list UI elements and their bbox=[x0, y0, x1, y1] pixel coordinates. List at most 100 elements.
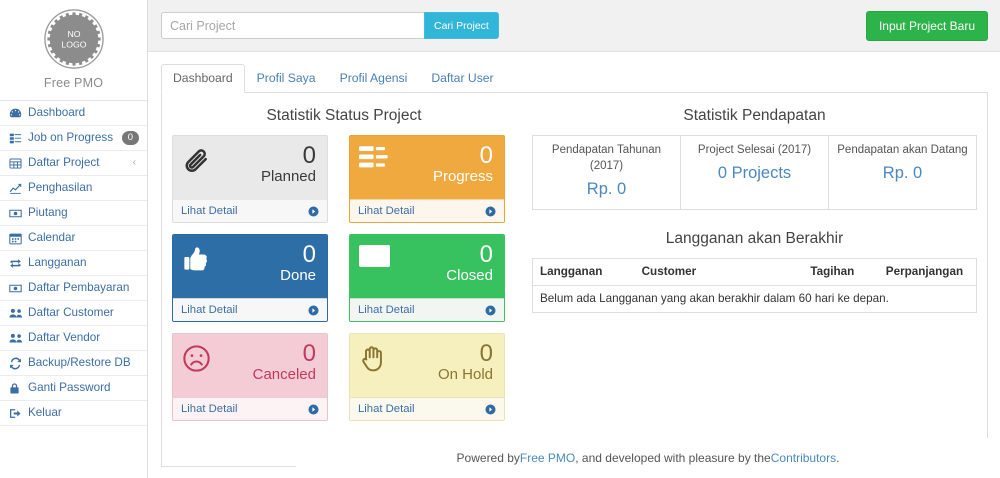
table-row: Belum ada Langganan yang akan berakhir d… bbox=[533, 286, 977, 313]
sidebar-item-daftar-pembayaran[interactable]: Daftar Pembayaran bbox=[0, 276, 147, 301]
sidebar-item-calendar[interactable]: Calendar bbox=[0, 226, 147, 251]
status-card-progress[interactable]: 0 Progress Lihat Detail bbox=[349, 135, 505, 223]
sidebar-link[interactable]: Ganti Password bbox=[0, 376, 147, 400]
logo-line1-text: NO bbox=[67, 29, 80, 39]
table-icon bbox=[9, 157, 24, 170]
status-card-body: 1 0 Closed bbox=[350, 235, 504, 298]
income-cell: Project Selesai (2017) 0 Projects bbox=[680, 135, 829, 210]
status-card-planned[interactable]: 0 Planned Lihat Detail bbox=[172, 135, 328, 223]
project-stats-title: Statistik Status Project bbox=[266, 107, 422, 124]
sidebar-link[interactable]: Daftar Project ‹ bbox=[0, 151, 147, 175]
tab-link[interactable]: Profil Agensi bbox=[339, 71, 408, 85]
status-card-count: 0 bbox=[302, 241, 316, 268]
sidebar-item-label: Job on Progress bbox=[28, 130, 114, 144]
status-card-body: 0 Progress bbox=[350, 136, 504, 199]
sidebar-link[interactable]: Keluar bbox=[0, 401, 147, 425]
sidebar-link[interactable]: Job on Progress 0 bbox=[0, 126, 147, 150]
status-card-closed[interactable]: 1 0 Closed Lihat Detail bbox=[349, 234, 505, 322]
footer-link-contributors[interactable]: Contributors bbox=[770, 451, 837, 465]
project-stats-column: Statistik Status Project 0 Planned Lihat D… bbox=[162, 99, 524, 466]
sidebar-item-label: Keluar bbox=[28, 405, 62, 419]
sign-out-icon bbox=[9, 407, 24, 420]
status-card-detail-label: Lihat Detail bbox=[181, 403, 238, 415]
paperclip-icon bbox=[182, 143, 216, 177]
search-button[interactable]: Cari Project bbox=[424, 12, 499, 39]
sidebar-item-dashboard[interactable]: Dashboard bbox=[0, 101, 147, 126]
lock-icon bbox=[9, 382, 24, 395]
status-card-body: 0 Canceled bbox=[173, 334, 327, 397]
users-icon bbox=[9, 332, 24, 345]
arrow-circle-right-icon bbox=[485, 304, 496, 316]
sidebar-item-label: Daftar Customer bbox=[28, 305, 114, 319]
sidebar-item-piutang[interactable]: Piutang bbox=[0, 201, 147, 226]
tab-link[interactable]: Dashboard bbox=[161, 64, 245, 93]
sidebar-item-daftar-project[interactable]: Daftar Project ‹ bbox=[0, 151, 147, 176]
sidebar-item-label: Daftar Vendor bbox=[28, 330, 101, 344]
footer-link-free-pmo[interactable]: Free PMO bbox=[519, 451, 576, 465]
status-card-detail-link[interactable]: Lihat Detail bbox=[173, 298, 327, 321]
status-card-detail-link[interactable]: Lihat Detail bbox=[350, 298, 504, 321]
input-project-baru-button[interactable]: Input Project Baru bbox=[865, 10, 988, 41]
search-input[interactable] bbox=[161, 12, 424, 39]
brand-name: Free PMO bbox=[43, 76, 104, 90]
sidebar-item-label: Dashboard bbox=[28, 105, 86, 119]
sidebar-link[interactable]: Backup/Restore DB bbox=[0, 351, 147, 375]
sidebar-link[interactable]: Dashboard bbox=[0, 101, 147, 125]
status-card-numbers: 0 Progress bbox=[393, 143, 495, 186]
sidebar-item-label: Backup/Restore DB bbox=[28, 355, 131, 369]
income-cell: Pendapatan Tahunan (2017) Rp. 0 bbox=[532, 135, 681, 210]
sidebar-link[interactable]: Daftar Customer bbox=[0, 301, 147, 325]
status-card-numbers: 0 Closed bbox=[393, 242, 495, 285]
arrow-circle-right-icon bbox=[308, 403, 319, 415]
footer-suffix: . bbox=[836, 451, 840, 465]
status-card-body: 0 Done bbox=[173, 235, 327, 298]
tab-profil-agensi[interactable]: Profil Agensi bbox=[328, 64, 420, 93]
subscriptions-empty-message: Belum ada Langganan yang akan berakhir d… bbox=[540, 292, 889, 305]
status-card-canceled[interactable]: 0 Canceled Lihat Detail bbox=[172, 333, 328, 421]
arrow-circle-right-icon bbox=[308, 304, 319, 316]
tab-daftar-user[interactable]: Daftar User bbox=[419, 64, 505, 93]
sidebar-item-keluar[interactable]: Keluar bbox=[0, 401, 147, 426]
sidebar-item-backup-restore-db[interactable]: Backup/Restore DB bbox=[0, 351, 147, 376]
status-card-label: Progress bbox=[432, 168, 493, 185]
income-cell-title: Pendapatan Tahunan (2017) bbox=[551, 144, 662, 172]
sidebar-nav: Dashboard Job on Progress 0 Daftar Project ‹… bbox=[0, 101, 147, 426]
footer-middle: , and developed with pleasure by the bbox=[575, 451, 771, 465]
sidebar-item-ganti-password[interactable]: Ganti Password bbox=[0, 376, 147, 401]
income-stats-column: Statistik Pendapatan Pendapatan Tahunan … bbox=[524, 99, 987, 466]
sidebar-link[interactable]: Daftar Pembayaran bbox=[0, 276, 147, 300]
status-card-detail-link[interactable]: Lihat Detail bbox=[173, 199, 327, 222]
sidebar-item-daftar-customer[interactable]: Daftar Customer bbox=[0, 301, 147, 326]
tab-dashboard[interactable]: Dashboard bbox=[161, 64, 245, 93]
brand-block: NO LOGO Free PMO bbox=[0, 0, 147, 101]
subscriptions-column-header: Tagihan bbox=[803, 258, 879, 286]
status-card-detail-link[interactable]: Lihat Detail bbox=[350, 397, 504, 420]
status-card-detail-link[interactable]: Lihat Detail bbox=[173, 397, 327, 420]
logo-line2-text: LOGO bbox=[61, 40, 86, 50]
sidebar-link[interactable]: Langganan bbox=[0, 251, 147, 275]
status-card-done[interactable]: 0 Done Lihat Detail bbox=[172, 234, 328, 322]
sidebar-item-penghasilan[interactable]: Penghasilan bbox=[0, 176, 147, 201]
hand-stop-icon bbox=[359, 341, 393, 374]
status-card-numbers: 0 Canceled bbox=[216, 341, 318, 384]
sidebar-link[interactable]: Penghasilan bbox=[0, 176, 147, 200]
arrow-circle-right-icon bbox=[485, 403, 496, 415]
status-card-on-hold[interactable]: 0 On Hold Lihat Detail bbox=[349, 333, 505, 421]
sidebar-link[interactable]: Piutang bbox=[0, 201, 147, 225]
tab-link[interactable]: Daftar User bbox=[431, 71, 494, 85]
dashboard-panel: Statistik Status Project 0 Planned Lihat D… bbox=[161, 93, 988, 467]
users-icon bbox=[9, 307, 24, 320]
money-icon bbox=[9, 207, 24, 220]
income-cell-title: Project Selesai (2017) bbox=[697, 144, 812, 156]
tab-profil-saya[interactable]: Profil Saya bbox=[245, 64, 328, 93]
status-card-body: 0 Planned bbox=[173, 136, 327, 199]
sidebar-item-label: Daftar Project bbox=[28, 155, 100, 169]
tab-link[interactable]: Profil Saya bbox=[256, 71, 316, 85]
sidebar-link[interactable]: Calendar bbox=[0, 226, 147, 250]
sidebar-item-langganan[interactable]: Langganan bbox=[0, 251, 147, 276]
status-card-detail-link[interactable]: Lihat Detail bbox=[350, 199, 504, 222]
sidebar-item-daftar-vendor[interactable]: Daftar Vendor bbox=[0, 326, 147, 351]
sidebar-link[interactable]: Daftar Vendor bbox=[0, 326, 147, 350]
income-cell-value: Rp. 0 bbox=[882, 164, 923, 182]
sidebar-item-job-on-progress[interactable]: Job on Progress 0 bbox=[0, 126, 147, 151]
